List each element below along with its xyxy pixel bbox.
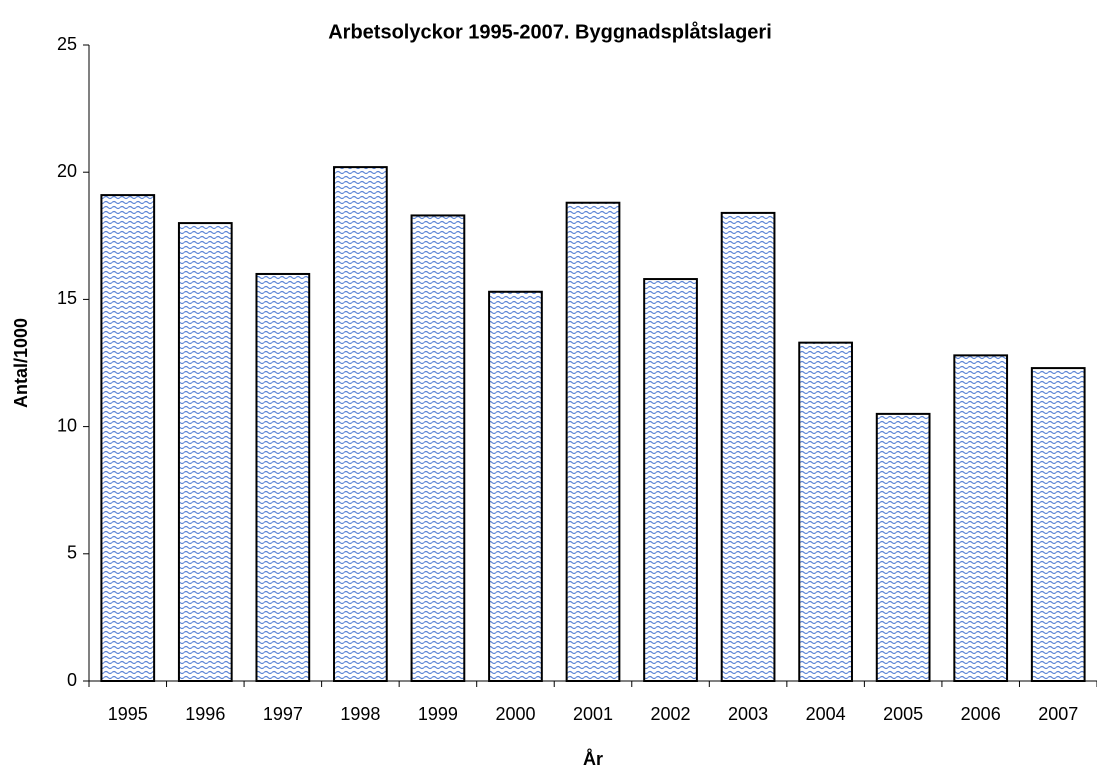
bar <box>100 194 156 682</box>
y-tick-label: 0 <box>67 670 77 690</box>
bar <box>177 222 233 683</box>
x-tick-label: 1995 <box>108 704 148 724</box>
x-tick-label: 2007 <box>1038 704 1078 724</box>
bar <box>255 272 311 682</box>
bar <box>798 341 853 682</box>
bar <box>643 278 698 682</box>
bar <box>1030 367 1086 682</box>
x-axis-label: År <box>583 749 603 769</box>
bar <box>565 201 621 682</box>
x-tick-label: 1999 <box>418 704 458 724</box>
x-tick-label: 2000 <box>495 704 535 724</box>
x-tick-label: 2006 <box>961 704 1001 724</box>
y-tick-label: 25 <box>57 34 77 54</box>
bar <box>410 214 466 682</box>
x-tick-label: 1996 <box>185 704 225 724</box>
bar <box>333 166 388 682</box>
x-tick-label: 2005 <box>883 704 923 724</box>
y-axis-label: Antal/1000 <box>11 318 31 408</box>
y-tick-label: 20 <box>57 161 77 181</box>
bar <box>720 211 776 683</box>
x-tick-label: 2001 <box>573 704 613 724</box>
x-tick-label: 1997 <box>263 704 303 724</box>
chart-title: Arbetsolyckor 1995-2007. Byggnadsplåtsla… <box>328 20 772 43</box>
y-tick-label: 15 <box>57 288 77 308</box>
x-tick-label: 2003 <box>728 704 768 724</box>
x-tick-label: 2002 <box>651 704 691 724</box>
bar <box>875 412 931 682</box>
y-tick-label: 10 <box>57 415 77 435</box>
bar <box>953 354 1009 682</box>
x-tick-label: 2004 <box>806 704 846 724</box>
y-tick-label: 5 <box>67 543 77 563</box>
bar <box>488 290 543 682</box>
x-tick-label: 1998 <box>340 704 380 724</box>
